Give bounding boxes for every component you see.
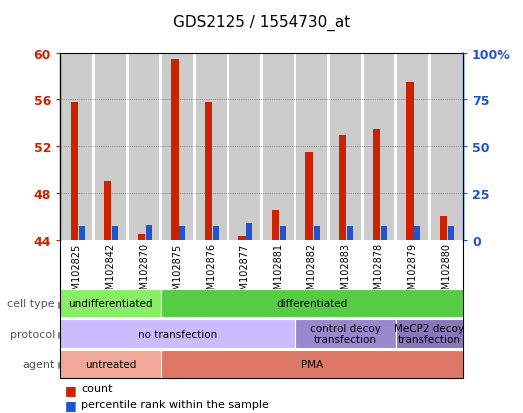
Bar — [313, 227, 320, 240]
Bar — [381, 227, 386, 240]
Text: count: count — [81, 383, 112, 393]
Text: percentile rank within the sample: percentile rank within the sample — [81, 399, 269, 408]
Bar — [297, 54, 327, 240]
Bar — [146, 225, 152, 240]
Text: GDS2125 / 1554730_at: GDS2125 / 1554730_at — [173, 14, 350, 31]
Bar — [263, 54, 294, 240]
Bar — [171, 59, 179, 240]
Bar — [430, 54, 461, 240]
Bar — [448, 227, 454, 240]
Bar — [440, 217, 447, 240]
Bar — [347, 227, 353, 240]
Text: ▶: ▶ — [58, 329, 65, 339]
Text: no transfection: no transfection — [138, 329, 217, 339]
Bar — [138, 234, 145, 240]
Text: agent: agent — [22, 359, 55, 369]
Bar — [406, 83, 414, 240]
Text: cell type: cell type — [7, 299, 55, 309]
Bar — [246, 223, 253, 240]
Text: ■: ■ — [65, 399, 77, 411]
Text: PMA: PMA — [301, 359, 323, 369]
Bar — [372, 129, 380, 240]
Text: undifferentiated: undifferentiated — [68, 299, 153, 309]
Bar — [162, 54, 193, 240]
Text: ▶: ▶ — [58, 359, 65, 369]
Bar — [363, 54, 394, 240]
Text: control decoy
transfection: control decoy transfection — [310, 323, 381, 344]
Bar — [129, 54, 160, 240]
Text: differentiated: differentiated — [276, 299, 347, 309]
Text: protocol: protocol — [9, 329, 55, 339]
Bar — [112, 227, 118, 240]
Bar — [71, 102, 78, 240]
Bar — [414, 227, 420, 240]
Bar — [397, 54, 428, 240]
Bar — [196, 54, 226, 240]
Text: untreated: untreated — [85, 359, 136, 369]
Text: ▶: ▶ — [58, 299, 65, 309]
Bar — [62, 54, 93, 240]
Bar — [179, 227, 185, 240]
Bar — [305, 153, 313, 240]
Bar — [205, 102, 212, 240]
Text: ■: ■ — [65, 383, 77, 396]
Text: MeCP2 decoy
transfection: MeCP2 decoy transfection — [394, 323, 464, 344]
Bar — [95, 54, 126, 240]
Bar — [104, 182, 111, 240]
Bar — [272, 211, 279, 240]
Bar — [330, 54, 361, 240]
Bar — [280, 226, 286, 240]
Bar — [78, 227, 85, 240]
Bar — [229, 54, 260, 240]
Bar — [238, 237, 246, 240]
Bar — [213, 227, 219, 240]
Bar — [339, 135, 346, 240]
